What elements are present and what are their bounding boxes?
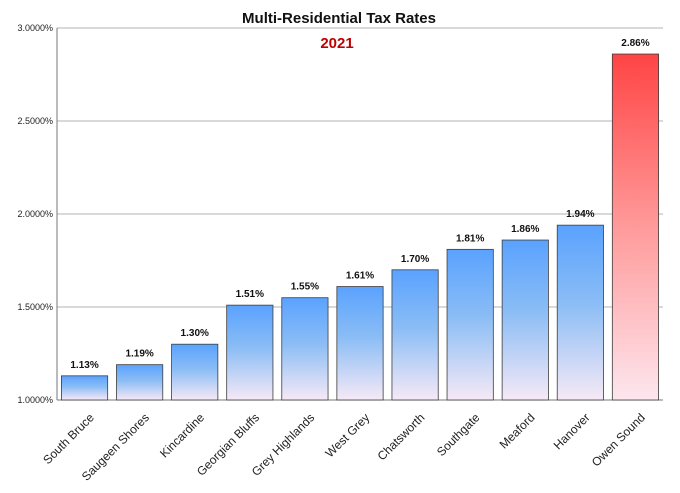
data-labels: 1.13% 1.19% 1.30% 1.51% 1.55% 1.61% 1.70% 1.81%… — [70, 38, 649, 371]
data-label: 1.19% — [125, 349, 153, 360]
bar — [61, 375, 109, 401]
x-tick-label: Kincardine — [157, 410, 207, 460]
y-tick-label: 2.5000% — [17, 116, 53, 126]
data-label: 1.94% — [566, 209, 594, 220]
bar — [446, 248, 494, 401]
y-tick-label: 3.0000% — [17, 23, 53, 33]
bar — [281, 297, 329, 401]
bar — [336, 286, 384, 401]
bar — [226, 304, 274, 401]
y-tick-label: 1.0000% — [17, 395, 53, 405]
chart-subtitle: 2021 — [320, 35, 353, 52]
data-label: 1.30% — [181, 328, 209, 339]
x-tick-label: South Bruce — [40, 410, 97, 467]
data-label: 2.86% — [621, 38, 649, 49]
data-label: 1.81% — [456, 233, 484, 244]
bar — [391, 269, 439, 401]
bar — [501, 239, 549, 401]
bar — [556, 224, 604, 401]
data-label: 1.51% — [236, 289, 264, 300]
x-tick-label: Owen Sound — [589, 410, 648, 469]
data-label: 1.86% — [511, 224, 539, 235]
bar — [116, 364, 164, 401]
x-tick-label: Southgate — [434, 410, 483, 459]
x-tick-label: Meaford — [497, 410, 538, 451]
y-tick-label: 2.0000% — [17, 209, 53, 219]
data-label: 1.13% — [70, 360, 98, 371]
bar — [171, 343, 219, 401]
x-tick-label: Hanover — [551, 410, 593, 452]
data-label: 1.70% — [401, 254, 429, 265]
data-label: 1.61% — [346, 271, 374, 282]
chart-title: Multi-Residential Tax Rates — [242, 10, 436, 27]
x-tick-label: Chatsworth — [375, 410, 428, 463]
bar — [611, 53, 659, 401]
x-tick-label: West Grey — [323, 410, 373, 460]
data-label: 1.55% — [291, 282, 319, 293]
y-tick-label: 1.5000% — [17, 302, 53, 312]
y-axis-ticks: 1.0000% 1.5000% 2.0000% 2.5000% 3.0000% — [17, 23, 53, 405]
bars — [61, 53, 659, 401]
